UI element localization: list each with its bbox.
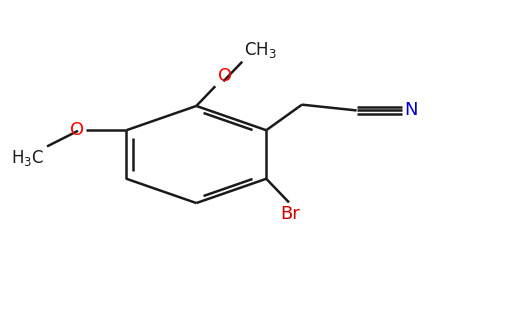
Text: Br: Br [280,205,300,223]
Text: O: O [70,121,84,139]
Text: H$_3$C: H$_3$C [11,148,45,168]
Text: O: O [218,67,232,85]
Text: CH$_3$: CH$_3$ [244,40,276,60]
Text: N: N [404,101,418,120]
